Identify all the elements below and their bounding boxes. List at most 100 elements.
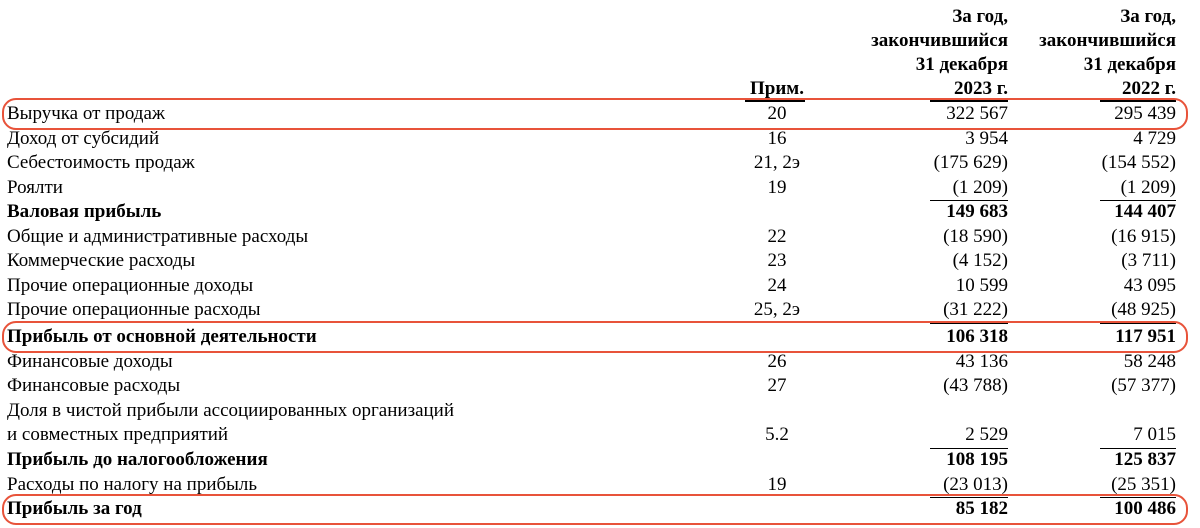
table-row-selling-expenses: Коммерческие расходы 23 (4 152) (3 711) xyxy=(0,249,1200,274)
row-value-2022: 43 095 xyxy=(1123,274,1176,296)
row-value-2023: 108 195 xyxy=(946,449,1008,470)
table-row-finance-income: Финансовые доходы 26 43 136 58 248 xyxy=(0,350,1200,375)
table-row-other-operating-income: Прочие операционные доходы 24 10 599 43 … xyxy=(0,274,1200,299)
row-value-2023: 106 318 xyxy=(946,326,1008,347)
row-value-2022: 58 248 xyxy=(1123,350,1176,372)
row-label: Доход от субсидий xyxy=(7,127,160,149)
table-row-profit-for-year: Прибыль за год 85 182 100 486 xyxy=(0,497,1200,522)
highlight-revenue xyxy=(2,98,1188,130)
row-label: Расходы по налогу на прибыль xyxy=(7,473,258,495)
row-note: 19 xyxy=(767,176,787,198)
highlight-profit-for-year xyxy=(2,494,1188,525)
row-label: Себестоимость продаж xyxy=(7,152,195,173)
row-label: Выручка от продаж xyxy=(7,103,166,124)
column-header-2022: За год, закончившийся 31 декабря 2022 г. xyxy=(1030,5,1176,101)
row-note: 20 xyxy=(767,103,787,124)
row-value-2023: (23 013) xyxy=(943,473,1008,495)
column-header-2022-line2: закончившийся xyxy=(1039,30,1176,51)
row-value-2023: (31 222) xyxy=(943,299,1008,320)
row-note: 5.2 xyxy=(765,424,789,445)
row-note: 21, 2э xyxy=(753,152,801,173)
column-header-2022-line3: 31 декабря xyxy=(1083,54,1176,75)
row-label: Финансовые расходы xyxy=(7,375,181,396)
table-row-admin-expenses: Общие и административные расходы 22 (18 … xyxy=(0,225,1200,250)
row-value-2022: 125 837 xyxy=(1114,449,1176,470)
row-label: Роялти xyxy=(7,176,63,198)
row-note: 23 xyxy=(767,250,787,271)
row-label: и совместных предприятий xyxy=(7,424,229,445)
row-note: 26 xyxy=(767,350,787,372)
table-row-gross-profit: Валовая прибыль 149 683 144 407 xyxy=(0,200,1200,225)
row-label: Прибыль от основной деятельности xyxy=(7,326,317,347)
table-row-operating-profit: Прибыль от основной деятельности 106 318… xyxy=(0,325,1200,350)
row-value-2022: (1 209) xyxy=(1120,176,1176,198)
subtotal-rule-2023 xyxy=(930,200,1008,202)
table-row-royalty: Роялти 19 (1 209) (1 209) xyxy=(0,176,1200,201)
row-value-2022: 295 439 xyxy=(1114,103,1176,124)
header-underline-2022 xyxy=(1100,100,1176,102)
row-value-2023: (4 152) xyxy=(952,250,1008,271)
row-value-2023: 3 954 xyxy=(965,127,1008,149)
row-note: 24 xyxy=(767,274,787,296)
column-header-2023-line2: закончившийся xyxy=(871,30,1008,51)
row-label: Доля в чистой прибыли ассоциированных ор… xyxy=(7,399,455,421)
table-row-associates-share-line1: Доля в чистой прибыли ассоциированных ор… xyxy=(0,399,1200,424)
row-note: 27 xyxy=(767,375,787,396)
subtotal-rule-2023 xyxy=(930,496,1008,498)
row-value-2022: (57 377) xyxy=(1111,375,1176,396)
column-header-2023-line4: 2023 г. xyxy=(954,78,1008,99)
subtotal-rule-2022 xyxy=(1100,322,1176,324)
row-note: 19 xyxy=(767,473,787,495)
row-label: Прибыль за год xyxy=(7,498,142,519)
row-value-2022: 7 015 xyxy=(1133,424,1176,445)
row-label: Прочие операционные расходы xyxy=(7,299,261,320)
row-note: 25, 2э xyxy=(753,299,801,320)
row-value-2023: 149 683 xyxy=(946,201,1008,222)
row-value-2022: (154 552) xyxy=(1101,152,1176,173)
row-label: Валовая прибыль xyxy=(7,201,162,222)
row-value-2022: (25 351) xyxy=(1111,473,1176,495)
column-header-2023-line3: 31 декабря xyxy=(915,54,1008,75)
row-value-2023: (175 629) xyxy=(933,152,1008,173)
row-value-2023: 2 529 xyxy=(965,424,1008,445)
row-label: Прочие операционные доходы xyxy=(7,274,254,296)
row-label: Общие и административные расходы xyxy=(7,225,309,247)
column-header-note: Прим. xyxy=(750,78,804,99)
highlight-operating-profit xyxy=(2,321,1188,353)
subtotal-rule-2023 xyxy=(930,322,1008,324)
subtotal-rule-2022 xyxy=(1100,496,1176,498)
table-row-finance-expenses: Финансовые расходы 27 (43 788) (57 377) xyxy=(0,374,1200,399)
row-note: 22 xyxy=(767,225,787,247)
row-label: Финансовые доходы xyxy=(7,350,173,372)
table-row-income-tax: Расходы по налогу на прибыль 19 (23 013)… xyxy=(0,473,1200,498)
table-row-profit-before-tax: Прибыль до налогообложения 108 195 125 8… xyxy=(0,448,1200,473)
row-value-2023: (18 590) xyxy=(943,225,1008,247)
row-value-2023: (43 788) xyxy=(943,375,1008,396)
row-note: 16 xyxy=(767,127,787,149)
row-value-2022: 100 486 xyxy=(1114,498,1176,519)
row-value-2022: 117 951 xyxy=(1115,326,1176,347)
table-row-cost-of-sales: Себестоимость продаж 21, 2э (175 629) (1… xyxy=(0,151,1200,176)
row-value-2022: (16 915) xyxy=(1111,225,1176,247)
row-value-2023: 85 182 xyxy=(955,498,1008,519)
subtotal-rule-2022 xyxy=(1100,447,1176,449)
table-row-other-operating-expenses: Прочие операционные расходы 25, 2э (31 2… xyxy=(0,298,1200,323)
row-value-2023: 10 599 xyxy=(955,274,1008,296)
row-label: Коммерческие расходы xyxy=(7,250,196,271)
table-row-subsidies: Доход от субсидий 16 3 954 4 729 xyxy=(0,127,1200,152)
table-row-associates-share-line2: и совместных предприятий 5.2 2 529 7 015 xyxy=(0,423,1200,448)
row-value-2023: (1 209) xyxy=(952,176,1008,198)
subtotal-rule-2022 xyxy=(1100,200,1176,202)
subtotal-rule-2023 xyxy=(930,447,1008,449)
row-value-2022: (3 711) xyxy=(1121,250,1176,271)
column-header-2023: За год, закончившийся 31 декабря 2023 г. xyxy=(850,5,1008,101)
header-underline-note xyxy=(745,100,805,102)
row-value-2022: (48 925) xyxy=(1111,299,1176,320)
column-header-2022-line4: 2022 г. xyxy=(1122,78,1176,99)
row-value-2023: 322 567 xyxy=(946,103,1008,124)
row-label: Прибыль до налогообложения xyxy=(7,449,268,470)
column-header-2023-line1: За год, xyxy=(952,6,1008,27)
row-value-2022: 4 729 xyxy=(1133,127,1176,149)
table-row-revenue: Выручка от продаж 20 322 567 295 439 xyxy=(0,102,1200,127)
